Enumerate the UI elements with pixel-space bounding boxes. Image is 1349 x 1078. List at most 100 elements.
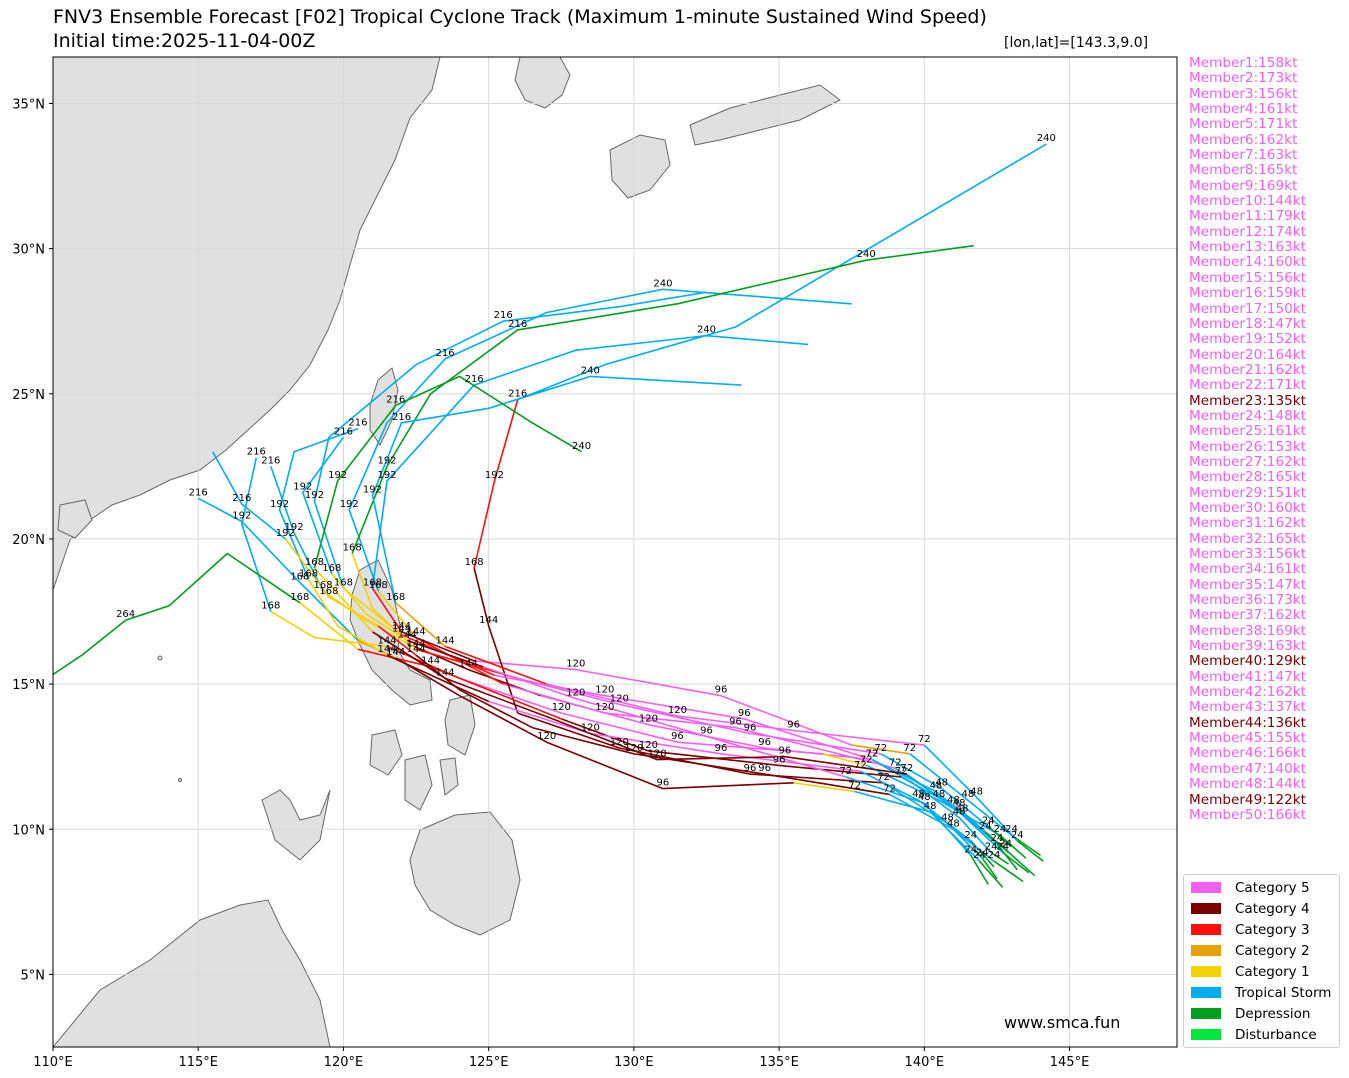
forecast-hour-label: 216 bbox=[261, 455, 280, 466]
track-segment bbox=[348, 288, 852, 592]
borneo-island bbox=[53, 899, 331, 1047]
legend-swatch bbox=[1191, 987, 1221, 998]
track-segment bbox=[552, 718, 908, 775]
forecast-hour-label: 24 bbox=[991, 833, 1004, 844]
track-segment bbox=[532, 726, 890, 796]
legend-swatch bbox=[1191, 1008, 1221, 1019]
y-tick-label: 15°N bbox=[12, 678, 45, 693]
forecast-hour-label: 240 bbox=[581, 365, 600, 376]
forecast-hour-label: 168 bbox=[261, 601, 280, 612]
taiwan-island bbox=[369, 367, 399, 447]
track-segment bbox=[822, 753, 867, 767]
forecast-hour-label: 192 bbox=[363, 484, 382, 495]
forecast-hour-label: 264 bbox=[116, 609, 135, 620]
legend-label: Category 5 bbox=[1235, 880, 1310, 896]
track-segment bbox=[970, 854, 989, 885]
forecast-hour-label: 120 bbox=[595, 685, 614, 696]
forecast-hour-label: 192 bbox=[276, 528, 295, 539]
forecast-hour-label: 192 bbox=[270, 499, 289, 510]
forecast-hour-label: 168 bbox=[369, 580, 388, 591]
member-intensity-entry: Member37:162kt bbox=[1189, 607, 1306, 624]
track-segment bbox=[270, 466, 324, 592]
forecast-hour-label: 96 bbox=[700, 725, 713, 736]
forecast-hour-label: 144 bbox=[421, 656, 440, 667]
forecast-hour-label: 120 bbox=[648, 749, 667, 760]
forecast-hour-label: 120 bbox=[624, 743, 643, 754]
track-segment bbox=[307, 579, 388, 656]
track-segment bbox=[313, 567, 374, 633]
x-tick-label: 115°E bbox=[178, 1055, 218, 1070]
x-tick-label: 140°E bbox=[905, 1055, 945, 1070]
legend-label: Category 4 bbox=[1235, 901, 1310, 917]
track-segment bbox=[546, 683, 925, 746]
member-intensity-entry: Member46:166kt bbox=[1189, 745, 1306, 762]
forecast-hour-label: 48 bbox=[962, 789, 975, 800]
forecast-hour-label: 48 bbox=[953, 807, 966, 818]
forecast-hour-label: 168 bbox=[305, 557, 324, 568]
member-intensity-entry: Member11:179kt bbox=[1189, 208, 1306, 225]
hainan-island bbox=[57, 499, 93, 539]
legend-item: Category 1 bbox=[1191, 964, 1310, 980]
track-segment bbox=[860, 770, 972, 842]
track-segment bbox=[987, 825, 1012, 848]
forecast-hour-label: 72 bbox=[895, 766, 908, 777]
member-intensity-entry: Member40:129kt bbox=[1189, 653, 1306, 670]
forecast-hour-label: 48 bbox=[970, 786, 983, 797]
track-segment bbox=[473, 567, 519, 714]
forecast-hour-label: 192 bbox=[485, 470, 504, 481]
track-segment bbox=[459, 694, 794, 790]
y-tick-label: 35°N bbox=[12, 97, 45, 112]
legend-label: Category 2 bbox=[1235, 943, 1310, 959]
legend-item: Tropical Storm bbox=[1191, 985, 1331, 1001]
forecast-hour-label: 48 bbox=[918, 792, 931, 803]
track-segment bbox=[1005, 849, 1036, 877]
member-intensity-entry: Member12:174kt bbox=[1189, 223, 1306, 240]
forecast-hour-label: 120 bbox=[566, 659, 585, 670]
kyushu-island bbox=[609, 134, 671, 199]
forecast-hour-label: 168 bbox=[319, 586, 338, 597]
member-intensity-entry: Member41:147kt bbox=[1189, 668, 1306, 685]
member-intensity-entry: Member33:156kt bbox=[1189, 546, 1306, 562]
track-segment bbox=[1002, 851, 1030, 874]
member-intensity-entry: Member4:161kt bbox=[1189, 101, 1298, 118]
track-segment bbox=[871, 758, 992, 854]
forecast-hour-label: 48 bbox=[935, 778, 948, 789]
track-segment bbox=[854, 790, 981, 862]
forecast-hour-label: 96 bbox=[773, 754, 786, 765]
forecast-hour-label: 72 bbox=[874, 743, 887, 754]
track-segment bbox=[978, 860, 1004, 888]
category-legend: Category 5 Category 4 Category 3 Category 2… bbox=[1183, 874, 1340, 1048]
member-intensity-entry: Member42:162kt bbox=[1189, 684, 1306, 701]
member-intensity-entry: Member25:161kt bbox=[1189, 423, 1306, 440]
member-intensity-entry: Member45:155kt bbox=[1189, 730, 1306, 747]
forecast-hour-label: 144 bbox=[407, 644, 426, 655]
forecast-hour-label: 120 bbox=[595, 702, 614, 713]
member-intensity-entry: Member50:166kt bbox=[1189, 806, 1306, 823]
leyte-island bbox=[439, 757, 459, 796]
member-intensity-entry: Member38:169kt bbox=[1189, 622, 1306, 639]
forecast-hour-label: 144 bbox=[407, 627, 426, 638]
track-segment bbox=[906, 773, 1004, 854]
member-intensity-list: Member1:158kt Member2:173kt Member3:156kt M… bbox=[1189, 55, 1347, 823]
mindanao-island bbox=[409, 811, 521, 936]
member-intensity-entry: Member34:161kt bbox=[1189, 561, 1306, 578]
forecast-hour-label: 72 bbox=[866, 749, 879, 760]
forecast-hour-label: 72 bbox=[918, 734, 931, 745]
legend-swatch bbox=[1191, 882, 1221, 893]
member-intensity-entry: Member3:156kt bbox=[1189, 85, 1298, 102]
track-segment bbox=[517, 677, 881, 755]
track-segment bbox=[377, 625, 417, 656]
forecast-hour-label: 72 bbox=[889, 757, 902, 768]
negros-cebu-islands bbox=[404, 754, 433, 811]
member-intensity-entry: Member2:173kt bbox=[1189, 70, 1298, 87]
member-intensity-entry: Member20:164kt bbox=[1189, 346, 1306, 363]
member-intensity-entry: Member31:162kt bbox=[1189, 515, 1306, 532]
forecast-hour-label: 72 bbox=[877, 772, 890, 783]
forecast-hour-label: 168 bbox=[343, 542, 362, 553]
track-segment bbox=[415, 654, 533, 729]
forecast-hour-label: 216 bbox=[508, 319, 527, 330]
forecast-hour-label: 168 bbox=[334, 577, 353, 588]
track-segment bbox=[313, 375, 583, 569]
member-intensity-entry: Member32:165kt bbox=[1189, 530, 1306, 547]
